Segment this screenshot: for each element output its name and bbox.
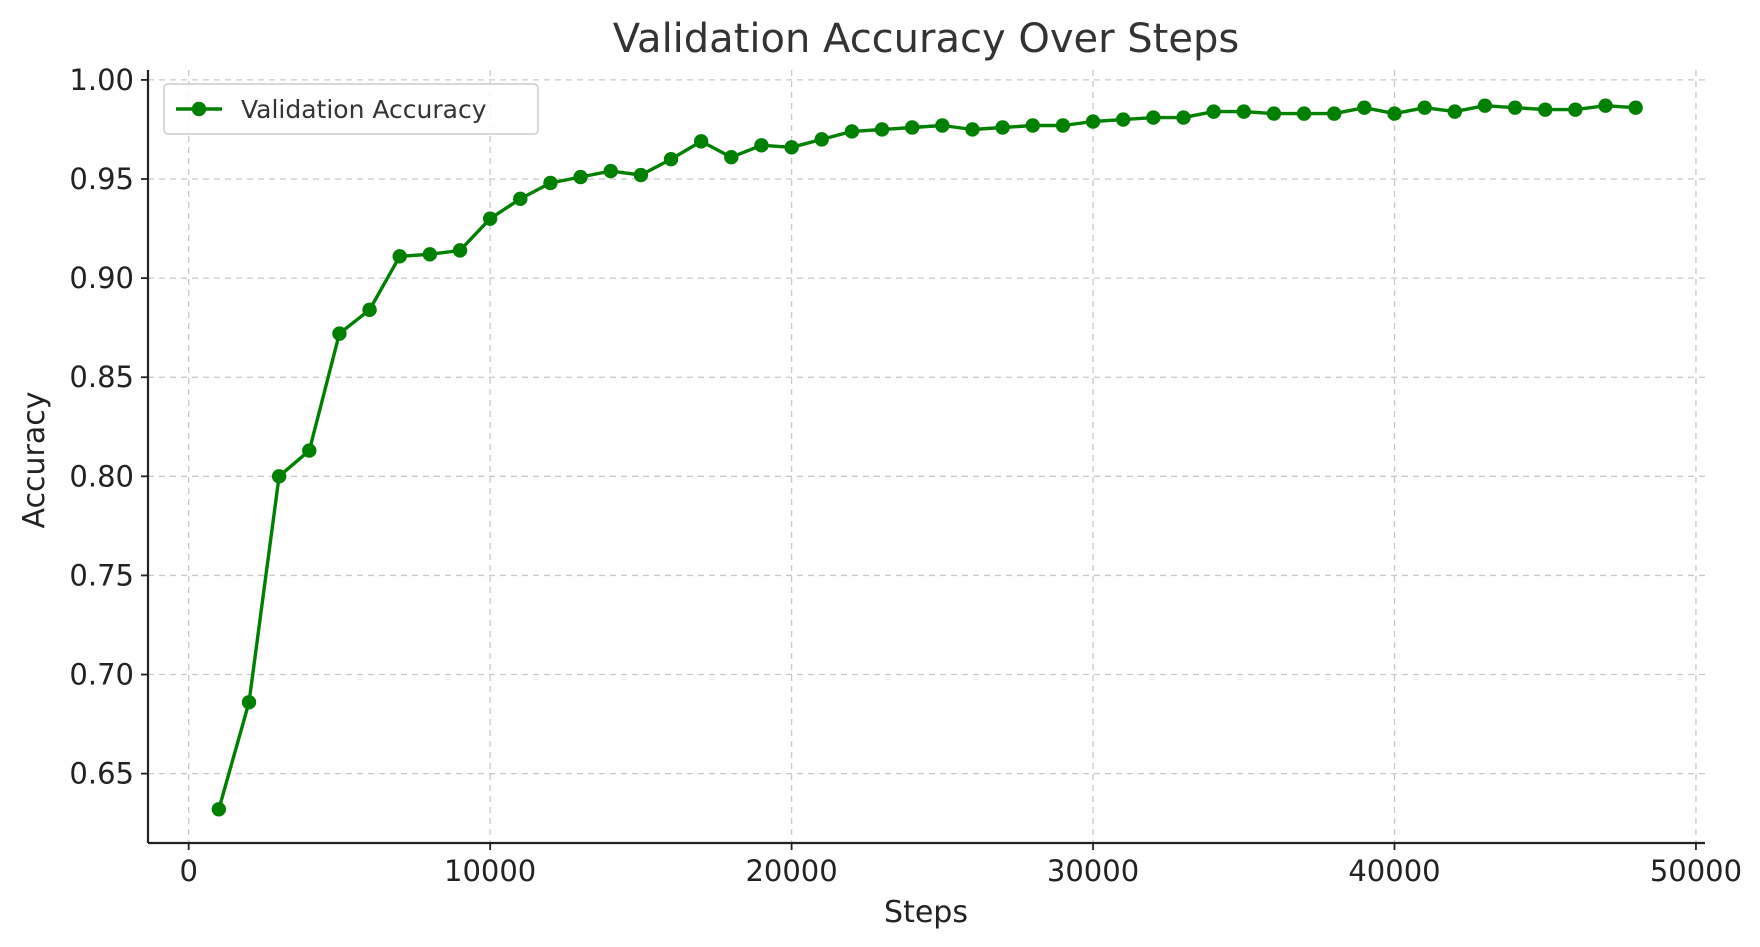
y-axis-label: Accuracy (17, 392, 52, 529)
data-point (1507, 100, 1523, 115)
series-layer (211, 98, 1643, 817)
data-point (1296, 106, 1312, 121)
x-tick-label: 30000 (1047, 854, 1139, 888)
data-point (332, 326, 347, 341)
data-point (724, 150, 739, 165)
y-tick-label: 0.95 (69, 162, 134, 196)
y-tick-label: 0.90 (69, 261, 134, 295)
data-point (211, 802, 227, 817)
x-tick-label: 50000 (1650, 854, 1742, 888)
grid (148, 70, 1705, 843)
data-point (1538, 102, 1553, 117)
data-point (422, 247, 438, 262)
data-point (1146, 110, 1161, 125)
data-point (452, 243, 468, 258)
x-tick-label: 0 (179, 854, 197, 888)
data-point (874, 122, 890, 137)
x-tick-label: 10000 (444, 854, 536, 888)
data-point (362, 302, 377, 318)
y-tick-label: 0.85 (69, 360, 134, 394)
data-point (784, 140, 799, 155)
x-tick-label: 40000 (1348, 854, 1440, 888)
data-point (1025, 118, 1040, 133)
data-point (1055, 118, 1071, 133)
data-point (1387, 106, 1402, 121)
data-point (1447, 104, 1462, 119)
data-point (1115, 112, 1131, 127)
y-tick-label: 0.70 (69, 658, 134, 692)
data-point (844, 124, 860, 139)
data-point (1327, 106, 1342, 121)
data-point (995, 120, 1010, 135)
data-point (392, 249, 407, 264)
data-point (693, 134, 709, 149)
data-point (1236, 104, 1251, 119)
data-point (1266, 106, 1282, 121)
data-point (543, 175, 558, 191)
data-point (935, 118, 950, 133)
data-point (754, 138, 769, 153)
y-tick-label: 1.00 (69, 63, 134, 97)
y-tick-label: 0.65 (69, 757, 134, 791)
data-point (1477, 98, 1493, 113)
x-tick-label: 20000 (745, 854, 837, 888)
data-point (603, 163, 618, 179)
x-axis-label: Steps (884, 895, 968, 930)
data-point (573, 169, 588, 185)
data-point (1568, 102, 1583, 117)
data-point (271, 469, 287, 484)
data-point (814, 132, 829, 147)
data-point (1085, 114, 1101, 129)
legend-label: Validation Accuracy (241, 95, 487, 124)
tick-labels: 0 10000 20000 30000 40000 50000 0.65 0.70 0.75 0.… (69, 63, 1742, 888)
data-point (241, 695, 257, 710)
data-point (1357, 100, 1372, 115)
series-line (217, 103, 1638, 811)
data-point (904, 120, 920, 135)
y-tick-label: 0.75 (69, 558, 134, 592)
legend-box (163, 83, 539, 135)
data-point (513, 191, 528, 207)
legend-marker (191, 101, 207, 117)
data-point (663, 151, 679, 167)
chart-title: Validation Accuracy Over Steps (613, 16, 1239, 62)
data-point (1417, 100, 1432, 115)
axes (146, 70, 1705, 845)
data-point (1206, 104, 1221, 119)
data-point (482, 211, 498, 226)
data-point (1628, 100, 1643, 115)
legend: Validation Accuracy (163, 83, 539, 135)
data-point (633, 167, 649, 183)
data-point (302, 443, 317, 458)
data-point (1176, 110, 1191, 125)
y-tick-label: 0.80 (69, 459, 134, 493)
data-point (965, 122, 980, 137)
data-point (1598, 98, 1613, 113)
